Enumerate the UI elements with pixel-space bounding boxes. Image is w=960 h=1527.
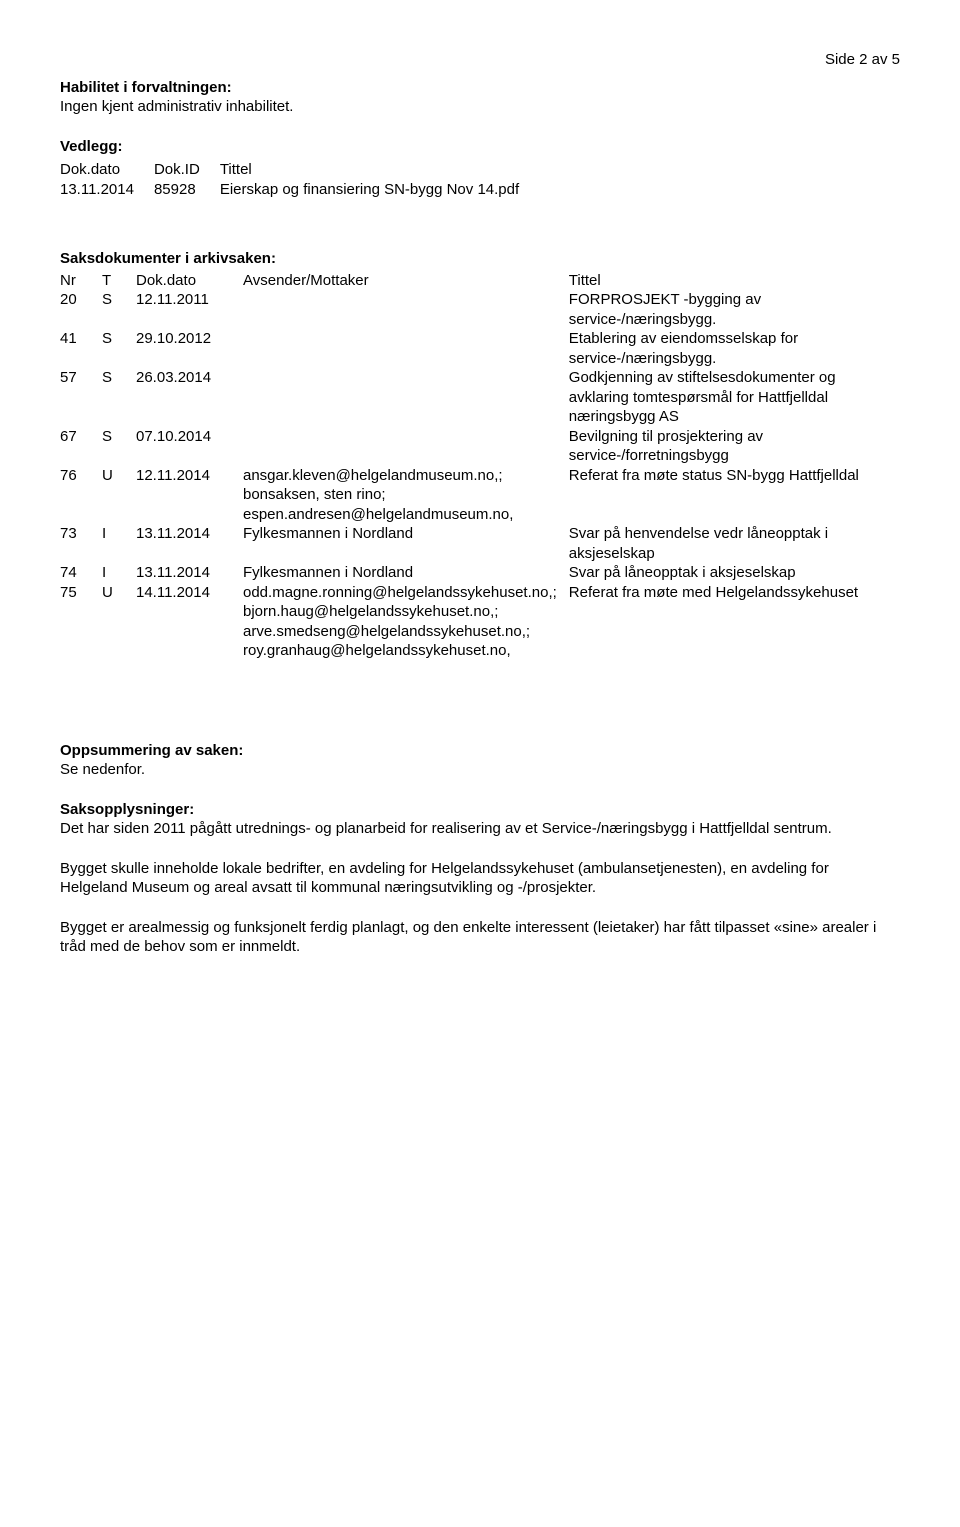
vedlegg-cell-date: 13.11.2014	[60, 180, 154, 200]
cell-t: I	[102, 563, 136, 583]
cell-date: 14.11.2014	[136, 583, 243, 661]
table-row: 76 U 12.11.2014 ansgar.kleven@helgelandm…	[60, 466, 900, 525]
page-number: Side 2 av 5	[60, 50, 900, 70]
saksdok-section: Saksdokumenter i arkivsaken: Nr T Dok.da…	[60, 249, 900, 661]
saksdok-table: Nr T Dok.dato Avsender/Mottaker Tittel 2…	[60, 271, 900, 661]
cell-title: FORPROSJEKT -bygging av service-/nærings…	[569, 290, 900, 329]
cell-title: Referat fra møte med Helgelandssykehuset	[569, 583, 900, 661]
cell-t: U	[102, 583, 136, 661]
habilitet-section: Habilitet i forvaltningen: Ingen kjent a…	[60, 78, 900, 117]
cell-title: Bevilgning til prosjektering av service-…	[569, 427, 900, 466]
vedlegg-heading: Vedlegg:	[60, 137, 900, 157]
cell-nr: 74	[60, 563, 102, 583]
habilitet-text: Ingen kjent administrativ inhabilitet.	[60, 97, 900, 117]
vedlegg-section: Vedlegg: Dok.dato Dok.ID Tittel 13.11.20…	[60, 137, 900, 200]
vedlegg-cell-title: Eierskap og finansiering SN-bygg Nov 14.…	[220, 180, 539, 200]
cell-nr: 76	[60, 466, 102, 525]
cell-title: Referat fra møte status SN-bygg Hattfjel…	[569, 466, 900, 525]
cell-nr: 67	[60, 427, 102, 466]
cell-date: 13.11.2014	[136, 563, 243, 583]
table-row: 20 S 12.11.2011 FORPROSJEKT -bygging av …	[60, 290, 900, 329]
saksdok-col-sender: Avsender/Mottaker	[243, 271, 569, 291]
cell-title: Svar på henvendelse vedr låneopptak i ak…	[569, 524, 900, 563]
cell-title: Svar på låneopptak i aksjeselskap	[569, 563, 900, 583]
cell-title: Godkjenning av stiftelsesdokumenter og a…	[569, 368, 900, 427]
saksopplysninger-para: Bygget skulle inneholde lokale bedrifter…	[60, 859, 900, 898]
table-row: 57 S 26.03.2014 Godkjenning av stiftelse…	[60, 368, 900, 427]
cell-sender	[243, 368, 569, 427]
vedlegg-cell-id: 85928	[154, 180, 220, 200]
cell-sender	[243, 329, 569, 368]
cell-date: 07.10.2014	[136, 427, 243, 466]
habilitet-heading: Habilitet i forvaltningen:	[60, 78, 900, 98]
vedlegg-col-date: Dok.dato	[60, 160, 154, 180]
vedlegg-header-row: Dok.dato Dok.ID Tittel	[60, 160, 539, 180]
saksopplysninger-para: Det har siden 2011 pågått utrednings- og…	[60, 819, 900, 839]
cell-t: S	[102, 368, 136, 427]
table-row: 41 S 29.10.2012 Etablering av eiendomsse…	[60, 329, 900, 368]
cell-nr: 20	[60, 290, 102, 329]
cell-sender	[243, 290, 569, 329]
cell-date: 12.11.2014	[136, 466, 243, 525]
saksdok-col-date: Dok.dato	[136, 271, 243, 291]
saksopplysninger-para: Bygget er arealmessig og funksjonelt fer…	[60, 918, 900, 957]
vedlegg-table: Dok.dato Dok.ID Tittel 13.11.2014 85928 …	[60, 160, 539, 199]
cell-sender: odd.magne.ronning@helgelandssykehuset.no…	[243, 583, 569, 661]
oppsummering-text: Se nedenfor.	[60, 760, 900, 780]
cell-nr: 73	[60, 524, 102, 563]
saksdok-heading: Saksdokumenter i arkivsaken:	[60, 249, 900, 269]
cell-t: U	[102, 466, 136, 525]
cell-nr: 57	[60, 368, 102, 427]
saksdok-header-row: Nr T Dok.dato Avsender/Mottaker Tittel	[60, 271, 900, 291]
cell-date: 13.11.2014	[136, 524, 243, 563]
saksopplysninger-section: Saksopplysninger: Det har siden 2011 påg…	[60, 800, 900, 957]
table-row: 74 I 13.11.2014 Fylkesmannen i Nordland …	[60, 563, 900, 583]
cell-title: Etablering av eiendomsselskap for servic…	[569, 329, 900, 368]
cell-sender	[243, 427, 569, 466]
table-row: 75 U 14.11.2014 odd.magne.ronning@helgel…	[60, 583, 900, 661]
cell-sender: Fylkesmannen i Nordland	[243, 524, 569, 563]
saksdok-col-t: T	[102, 271, 136, 291]
vedlegg-col-title: Tittel	[220, 160, 539, 180]
cell-date: 29.10.2012	[136, 329, 243, 368]
cell-date: 12.11.2011	[136, 290, 243, 329]
oppsummering-heading: Oppsummering av saken:	[60, 741, 900, 761]
vedlegg-col-id: Dok.ID	[154, 160, 220, 180]
cell-date: 26.03.2014	[136, 368, 243, 427]
cell-sender: ansgar.kleven@helgelandmuseum.no,; bonsa…	[243, 466, 569, 525]
saksdok-col-nr: Nr	[60, 271, 102, 291]
oppsummering-section: Oppsummering av saken: Se nedenfor.	[60, 741, 900, 780]
vedlegg-row: 13.11.2014 85928 Eierskap og finansierin…	[60, 180, 539, 200]
cell-t: S	[102, 290, 136, 329]
cell-t: I	[102, 524, 136, 563]
saksdok-col-tittel: Tittel	[569, 271, 900, 291]
cell-nr: 75	[60, 583, 102, 661]
cell-sender: Fylkesmannen i Nordland	[243, 563, 569, 583]
cell-nr: 41	[60, 329, 102, 368]
cell-t: S	[102, 329, 136, 368]
table-row: 67 S 07.10.2014 Bevilgning til prosjekte…	[60, 427, 900, 466]
cell-t: S	[102, 427, 136, 466]
table-row: 73 I 13.11.2014 Fylkesmannen i Nordland …	[60, 524, 900, 563]
saksopplysninger-heading: Saksopplysninger:	[60, 800, 900, 820]
